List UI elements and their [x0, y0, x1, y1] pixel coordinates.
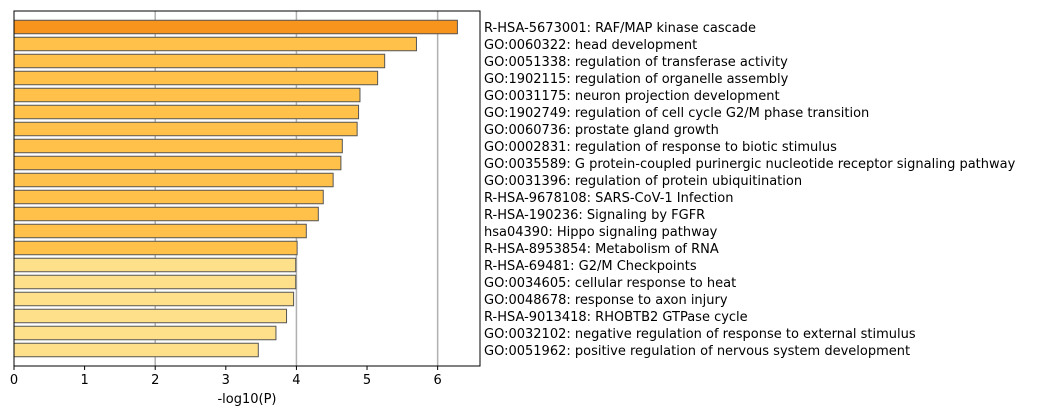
bar	[13, 104, 360, 120]
category-label: GO:1902115: regulation of organelle asse…	[484, 72, 789, 87]
bars	[13, 19, 458, 358]
category-label: R-HSA-8953854: Metabolism of RNA	[484, 242, 719, 257]
x-tick-label: 0	[10, 373, 18, 388]
plot-frame	[13, 10, 481, 367]
bar	[13, 189, 324, 205]
x-tick-label: 6	[433, 373, 441, 388]
x-tick-label: 2	[151, 373, 159, 388]
bar	[13, 172, 334, 188]
bar	[13, 240, 298, 256]
x-axis-label: -log10(P)	[217, 392, 276, 407]
category-label: GO:1902749: regulation of cell cycle G2/…	[484, 106, 869, 121]
category-label: R-HSA-5673001: RAF/MAP kinase cascade	[484, 21, 756, 36]
category-label: GO:0035589: G protein-coupled purinergic…	[484, 157, 1016, 172]
bar	[13, 206, 319, 222]
category-label: GO:0002831: regulation of response to bi…	[484, 140, 837, 155]
category-label: GO:0031396: regulation of protein ubiqui…	[484, 174, 802, 189]
bar	[13, 121, 358, 137]
category-label: R-HSA-190236: Signaling by FGFR	[484, 208, 705, 223]
bar	[13, 291, 295, 307]
x-tick-label: 5	[363, 373, 371, 388]
category-label: GO:0031175: neuron projection developmen…	[484, 89, 780, 104]
bar	[13, 70, 379, 86]
category-label: GO:0048678: response to axon injury	[484, 293, 728, 308]
category-labels: R-HSA-5673001: RAF/MAP kinase cascade GO:…	[484, 21, 1016, 359]
bar	[13, 138, 343, 154]
category-label: R-HSA-9013418: RHOBTB2 GTPase cycle	[484, 310, 748, 325]
x-tick-label: 4	[292, 373, 300, 388]
bar	[13, 53, 386, 69]
category-label: GO:0060736: prostate gland growth	[484, 123, 719, 138]
bar	[13, 87, 361, 103]
bar	[13, 325, 277, 341]
category-label: R-HSA-9678108: SARS-CoV-1 Infection	[484, 191, 734, 206]
category-label: R-HSA-69481: G2/M Checkpoints	[484, 259, 697, 274]
category-label: GO:0034605: cellular response to heat	[484, 276, 736, 291]
bar	[13, 19, 458, 35]
bar	[13, 223, 307, 239]
category-label: GO:0060322: head development	[484, 38, 697, 53]
bar	[13, 342, 259, 358]
bar	[13, 36, 417, 52]
x-axis-ticks: 0 1 2 3 4 5 6	[10, 366, 442, 388]
category-label: GO:0051338: regulation of transferase ac…	[484, 55, 788, 70]
bar	[13, 274, 297, 290]
x-tick-label: 3	[222, 373, 230, 388]
bar	[13, 308, 288, 324]
bar	[13, 257, 297, 273]
category-label: GO:0051962: positive regulation of nervo…	[484, 344, 910, 359]
category-label: hsa04390: Hippo signaling pathway	[484, 225, 718, 240]
bar	[13, 155, 342, 171]
category-label: GO:0032102: negative regulation of respo…	[484, 327, 916, 342]
x-tick-label: 1	[80, 373, 88, 388]
grid-lines	[154, 11, 439, 366]
